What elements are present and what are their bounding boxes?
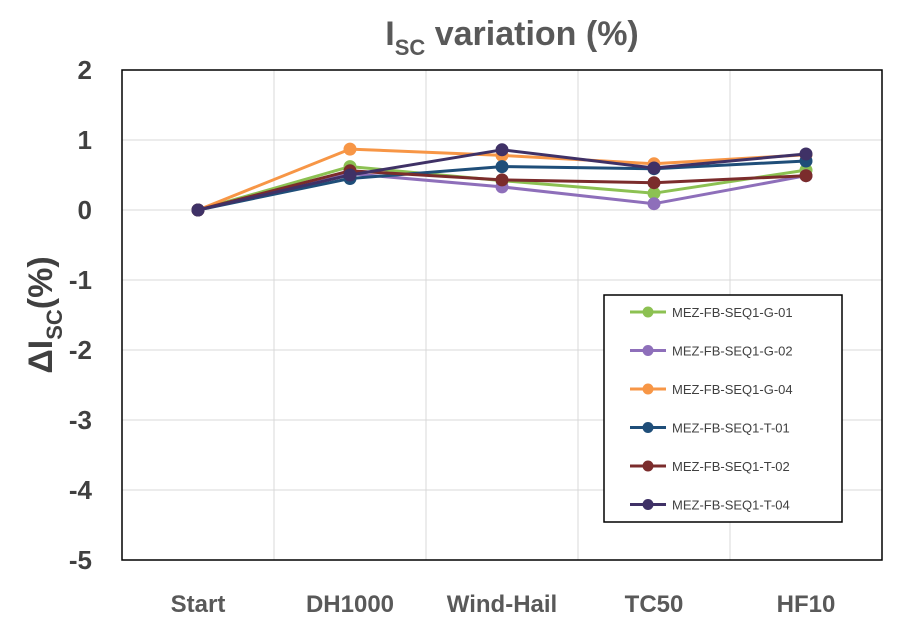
legend-swatch-marker <box>642 499 654 510</box>
legend-item: MEZ-FB-SEQ1-G-04 <box>630 382 793 397</box>
data-point <box>647 186 661 200</box>
data-point <box>495 173 509 187</box>
legend-swatch-marker <box>642 345 654 356</box>
y-tick-label: -2 <box>69 335 92 365</box>
y-axis-label: ΔISC(%) <box>22 256 67 373</box>
legend: MEZ-FB-SEQ1-G-01 MEZ-FB-SEQ1-G-02 MEZ-FB-S… <box>603 294 843 523</box>
legend-swatch-marker <box>642 306 654 318</box>
grid-lines <box>122 69 882 561</box>
data-point <box>647 197 661 211</box>
legend-label: MEZ-FB-SEQ1-T-02 <box>672 459 790 474</box>
data-point <box>495 143 509 157</box>
legend-swatch-marker <box>642 383 654 395</box>
series-MEZ-FB-SEQ1-T-04 <box>191 143 813 217</box>
legend-label: MEZ-FB-SEQ1-T-01 <box>672 421 790 436</box>
legend-item: MEZ-FB-SEQ1-T-02 <box>630 459 790 474</box>
data-point <box>343 142 357 156</box>
legend-item: MEZ-FB-SEQ1-T-01 <box>630 421 790 436</box>
y-axis-ticks: 2 1 0 -1 -2 -3 -4 -5 <box>69 55 93 575</box>
y-tick-label: 0 <box>78 195 92 225</box>
legend-label: MEZ-FB-SEQ1-G-02 <box>672 344 793 359</box>
data-point <box>647 176 661 190</box>
data-point <box>343 168 357 182</box>
data-point <box>647 161 661 175</box>
legend-swatch-marker <box>642 460 654 472</box>
y-tick-label: 1 <box>78 125 92 155</box>
plot-area-frame <box>121 69 883 561</box>
y-tick-label: -5 <box>69 545 92 575</box>
legend-label: MEZ-FB-SEQ1-G-01 <box>672 305 793 320</box>
legend-box <box>603 294 843 523</box>
x-tick-label: HF10 <box>777 591 836 618</box>
legend-item: MEZ-FB-SEQ1-T-04 <box>630 498 790 513</box>
data-point <box>799 169 813 183</box>
data-point <box>799 147 813 161</box>
y-tick-label: 2 <box>78 55 92 85</box>
data-point <box>191 203 205 217</box>
y-tick-label: -1 <box>69 265 92 295</box>
x-tick-label: DH1000 <box>306 591 394 618</box>
x-tick-label: TC50 <box>625 591 684 618</box>
legend-swatch-marker <box>642 422 654 433</box>
x-tick-label: Wind-Hail <box>447 591 557 618</box>
data-point <box>495 160 509 174</box>
x-tick-label: Start <box>171 591 226 618</box>
y-tick-label: -4 <box>69 475 93 505</box>
legend-item: MEZ-FB-SEQ1-G-02 <box>630 344 793 359</box>
legend-label: MEZ-FB-SEQ1-T-04 <box>672 498 790 513</box>
y-tick-label: -3 <box>69 405 92 435</box>
series-lines <box>191 142 813 217</box>
legend-label: MEZ-FB-SEQ1-G-04 <box>672 382 793 397</box>
x-axis-ticks: Start DH1000 Wind-Hail TC50 HF10 <box>171 591 836 618</box>
chart-title: ISC variation (%) <box>385 15 639 60</box>
legend-item: MEZ-FB-SEQ1-G-01 <box>630 305 793 320</box>
